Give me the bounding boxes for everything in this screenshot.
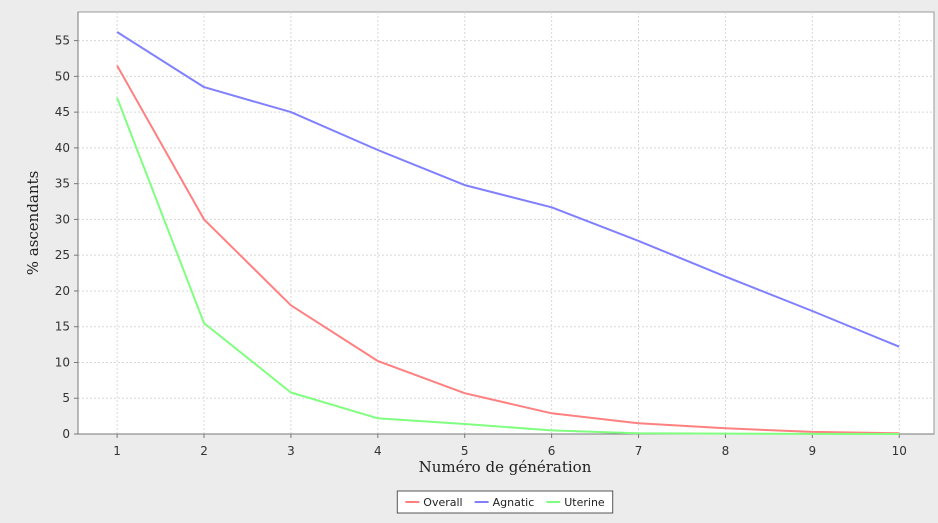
legend-label-agnatic: Agnatic — [493, 496, 535, 509]
legend: Overall Agnatic Uterine — [396, 490, 614, 514]
y-tick-label: 0 — [62, 427, 70, 441]
plot-area — [77, 11, 935, 435]
y-axis-title: % ascendants — [24, 171, 42, 276]
legend-label-overall: Overall — [423, 496, 462, 509]
y-tick-label: 15 — [55, 320, 70, 334]
x-tick-label: 8 — [722, 444, 730, 458]
y-tick-label: 45 — [55, 105, 70, 119]
x-tick-label: 5 — [461, 444, 469, 458]
y-tick-label: 55 — [55, 34, 70, 48]
x-tick-label: 1 — [113, 444, 121, 458]
y-tick-label: 30 — [55, 212, 70, 226]
y-tick-label: 5 — [62, 391, 70, 405]
y-tick-label: 35 — [55, 177, 70, 191]
y-tick-label: 25 — [55, 248, 70, 262]
y-tick-label: 50 — [55, 69, 70, 83]
x-tick-label: 7 — [635, 444, 643, 458]
legend-box — [396, 490, 614, 514]
x-tick-label: 4 — [374, 444, 382, 458]
x-axis-title: Numéro de génération — [419, 458, 592, 476]
series-line-overall — [116, 65, 900, 435]
series-line-agnatic — [116, 31, 900, 348]
y-tick-label: 20 — [55, 284, 70, 298]
series-line-uterine — [116, 97, 900, 435]
legend-label-uterine: Uterine — [564, 496, 605, 509]
x-tick-label: 2 — [200, 444, 208, 458]
x-tick-label: 9 — [809, 444, 817, 458]
x-tick-label: 10 — [892, 444, 907, 458]
y-tick-label: 40 — [55, 141, 70, 155]
x-tick-label: 3 — [287, 444, 295, 458]
x-tick-label: 6 — [548, 444, 556, 458]
series-lines — [116, 31, 900, 435]
y-tick-label: 10 — [55, 355, 70, 369]
